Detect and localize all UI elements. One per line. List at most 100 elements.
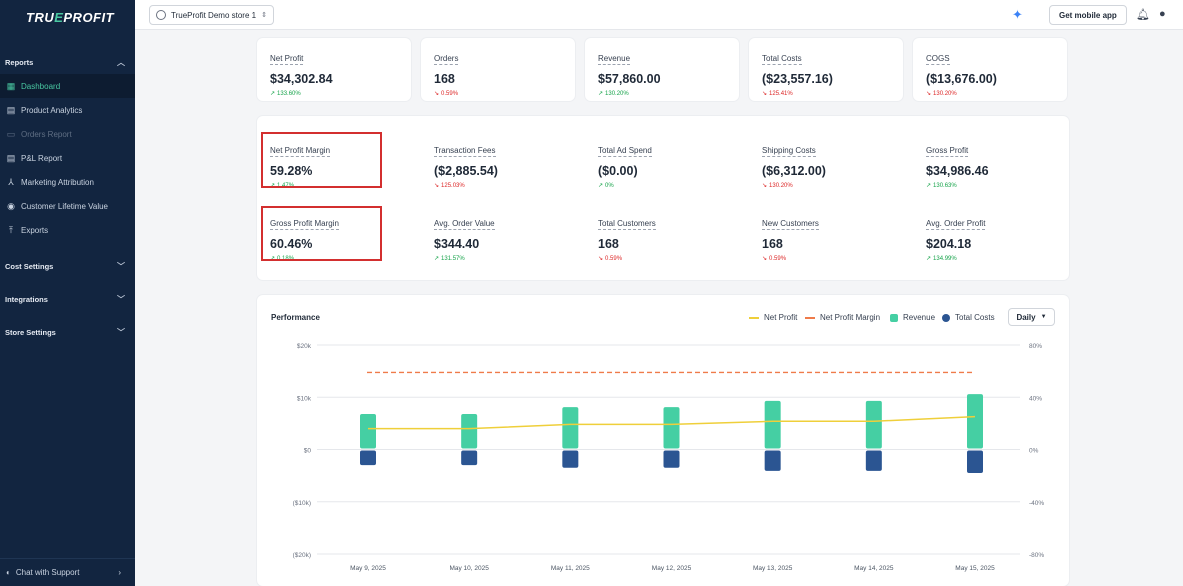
summary-orders-delta: ↘ 0.59%: [434, 90, 459, 98]
metric-gross-profit: Gross Profit $34,986.46 ↗ 130.63%: [926, 140, 1076, 189]
topbar: TrueProfit Demo store 1 ⇕ ✦ Get mobile a…: [135, 0, 1183, 30]
sidebar-item-customer-lifetime-value[interactable]: ◉ Customer Lifetime Value: [7, 200, 108, 211]
legend-total-costs[interactable]: Total Costs: [942, 313, 995, 322]
metric-total-customers: Total Customers 168 ↘ 0.59%: [598, 213, 748, 262]
y-left-tick-label: $20k: [297, 343, 312, 350]
sidebar-item-orders-report[interactable]: ▭ Orders Report: [6, 128, 72, 139]
metric-new-customers: New Customers 168 ↘ 0.59%: [762, 213, 912, 262]
metric-new-customers-delta: ↘ 0.59%: [762, 255, 787, 263]
caret-down-icon: ▼: [1040, 314, 1047, 320]
arrow-down-icon: ↘: [762, 183, 768, 189]
net-profit-line: [368, 415, 976, 430]
metric-total-ad-spend-label: Total Ad Spend: [598, 146, 652, 157]
x-tick-label: May 15, 2025: [955, 565, 995, 572]
sidebar-item-product-analytics[interactable]: ▤ Product Analytics: [6, 104, 83, 115]
y-right-tick-label: 80%: [1029, 343, 1042, 350]
sparkle-icon[interactable]: ✦: [1012, 7, 1023, 22]
legend-square-swatch: [890, 313, 898, 322]
network-icon: ⅄: [8, 176, 14, 187]
summary-orders-card: Orders 168 ↘ 0.59%: [421, 38, 575, 101]
chart-icon: ▤: [6, 104, 16, 115]
store-selector[interactable]: TrueProfit Demo store 1 ⇕: [149, 5, 274, 25]
metric-gross-profit-value: $34,986.46: [926, 164, 989, 178]
user-icon[interactable]: ●: [1159, 8, 1166, 20]
x-tick-label: May 9, 2025: [350, 565, 386, 572]
arrow-down-icon: ↘: [434, 91, 440, 97]
performance-title: Performance: [271, 313, 320, 322]
metric-avg-order-value-value: $344.40: [434, 237, 480, 251]
chevron-down-icon: ﹀: [117, 328, 125, 337]
y-left-tick-label: $0: [304, 448, 312, 455]
metric-avg-order-profit-value: $204.18: [926, 237, 972, 251]
metric-total-customers-delta: ↘ 0.59%: [598, 255, 623, 263]
document-icon: ▤: [6, 152, 16, 163]
summary-cogs-card: COGS ($13,676.00) ↘ 130.20%: [913, 38, 1067, 101]
get-mobile-app-button[interactable]: Get mobile app: [1049, 5, 1127, 25]
metric-total-ad-spend: Total Ad Spend ($0.00) ↗ 0%: [598, 140, 748, 189]
metric-net-profit-margin-label: Net Profit Margin: [270, 146, 331, 157]
metric-gross-profit-label: Gross Profit: [926, 146, 969, 157]
summary-orders-label: Orders: [434, 54, 459, 65]
metric-shipping-costs: Shipping Costs ($6,312.00) ↘ 130.20%: [762, 140, 912, 189]
metric-shipping-costs-label: Shipping Costs: [762, 146, 816, 157]
revenue-bar: [764, 400, 781, 449]
sidebar-section-cost-settings[interactable]: Cost Settings ﹀: [5, 262, 125, 271]
metric-new-customers-label: New Customers: [762, 219, 819, 230]
total-costs-bar: [764, 450, 781, 471]
legend-net-profit[interactable]: Net Profit: [749, 313, 797, 322]
y-left-tick-label: $10k: [297, 395, 312, 402]
summary-net-profit-label: Net Profit: [270, 54, 304, 65]
arrow-up-icon: ↗: [926, 256, 932, 262]
legend-circle-swatch: [942, 313, 950, 322]
arrow-up-icon: ↗: [926, 183, 932, 189]
revenue-bar: [360, 413, 376, 449]
summary-cogs-delta: ↘ 130.20%: [926, 90, 957, 98]
support-icon: ◐: [6, 568, 11, 577]
arrow-down-icon: ↘: [434, 183, 440, 189]
revenue-bar: [967, 394, 983, 449]
bell-icon[interactable]: 🔔︎: [1136, 9, 1150, 21]
summary-orders-value: 168: [434, 72, 455, 86]
arrow-up-icon: ↗: [270, 91, 276, 97]
summary-total-costs-value: ($23,557.16): [762, 72, 833, 86]
sidebar-item-dashboard[interactable]: ▦ Dashboard: [0, 74, 135, 98]
metric-total-ad-spend-delta: ↗ 0%: [598, 182, 614, 190]
metric-avg-order-profit-label: Avg. Order Profit: [926, 219, 986, 230]
sidebar-section-reports[interactable]: Reports ︿: [5, 57, 125, 67]
arrow-down-icon: ↘: [762, 256, 768, 262]
legend-revenue[interactable]: Revenue: [890, 313, 935, 322]
details-card: Net Profit Margin 59.28% ↗ 1.47% Transac…: [257, 116, 1069, 280]
revenue-bar: [461, 413, 478, 449]
sidebar-section-integrations[interactable]: Integrations ﹀: [5, 295, 125, 304]
updown-icon: ⇕: [261, 12, 267, 19]
y-right-tick-label: -40%: [1029, 500, 1044, 507]
sidebar-item-pl-report[interactable]: ▤ P&L Report: [6, 152, 63, 163]
metric-transaction-fees-delta: ↘ 125.03%: [434, 182, 465, 190]
range-select-daily[interactable]: Daily ▼: [1008, 308, 1055, 326]
arrow-down-icon: ↘: [762, 91, 768, 97]
chevron-down-icon: ﹀: [117, 262, 125, 271]
summary-revenue-value: $57,860.00: [598, 72, 661, 86]
sidebar-section-store-settings[interactable]: Store Settings ﹀: [5, 328, 125, 337]
sidebar-item-marketing-attribution[interactable]: ⅄ Marketing Attribution: [0, 170, 135, 194]
y-left-tick-label: ($20k): [293, 552, 311, 559]
x-tick-label: May 12, 2025: [652, 565, 692, 572]
summary-revenue-label: Revenue: [598, 54, 631, 65]
legend-net-profit-margin[interactable]: Net Profit Margin: [805, 313, 880, 322]
metric-avg-order-value-label: Avg. Order Value: [434, 219, 495, 230]
sidebar-item-exports[interactable]: ⤒ Exports: [0, 218, 135, 242]
performance-card: Performance Net Profit Net Profit Margin…: [257, 295, 1069, 586]
metric-total-ad-spend-value: ($0.00): [598, 164, 638, 178]
summary-net-profit-card: Net Profit $34,302.84 ↗ 133.60%: [257, 38, 411, 101]
chat-with-support[interactable]: ◐ Chat with Support ›: [0, 558, 135, 586]
revenue-bar: [865, 400, 882, 449]
metric-gross-profit-delta: ↗ 130.63%: [926, 182, 957, 190]
chevron-down-icon: ﹀: [117, 295, 125, 304]
sidebar: TRU E PROFIT Reports ︿ ▦ Dashboard ▤ Product …: [0, 0, 135, 586]
summary-revenue-delta: ↗ 130.20%: [598, 90, 629, 98]
y-right-tick-label: -80%: [1029, 552, 1044, 559]
summary-total-costs-delta: ↘ 125.41%: [762, 90, 793, 98]
metric-gross-profit-margin-value: 60.46%: [270, 237, 313, 251]
trueprofit-logo[interactable]: TRU E PROFIT: [26, 9, 115, 25]
metric-avg-order-value: Avg. Order Value $344.40 ↗ 131.57%: [434, 213, 584, 262]
